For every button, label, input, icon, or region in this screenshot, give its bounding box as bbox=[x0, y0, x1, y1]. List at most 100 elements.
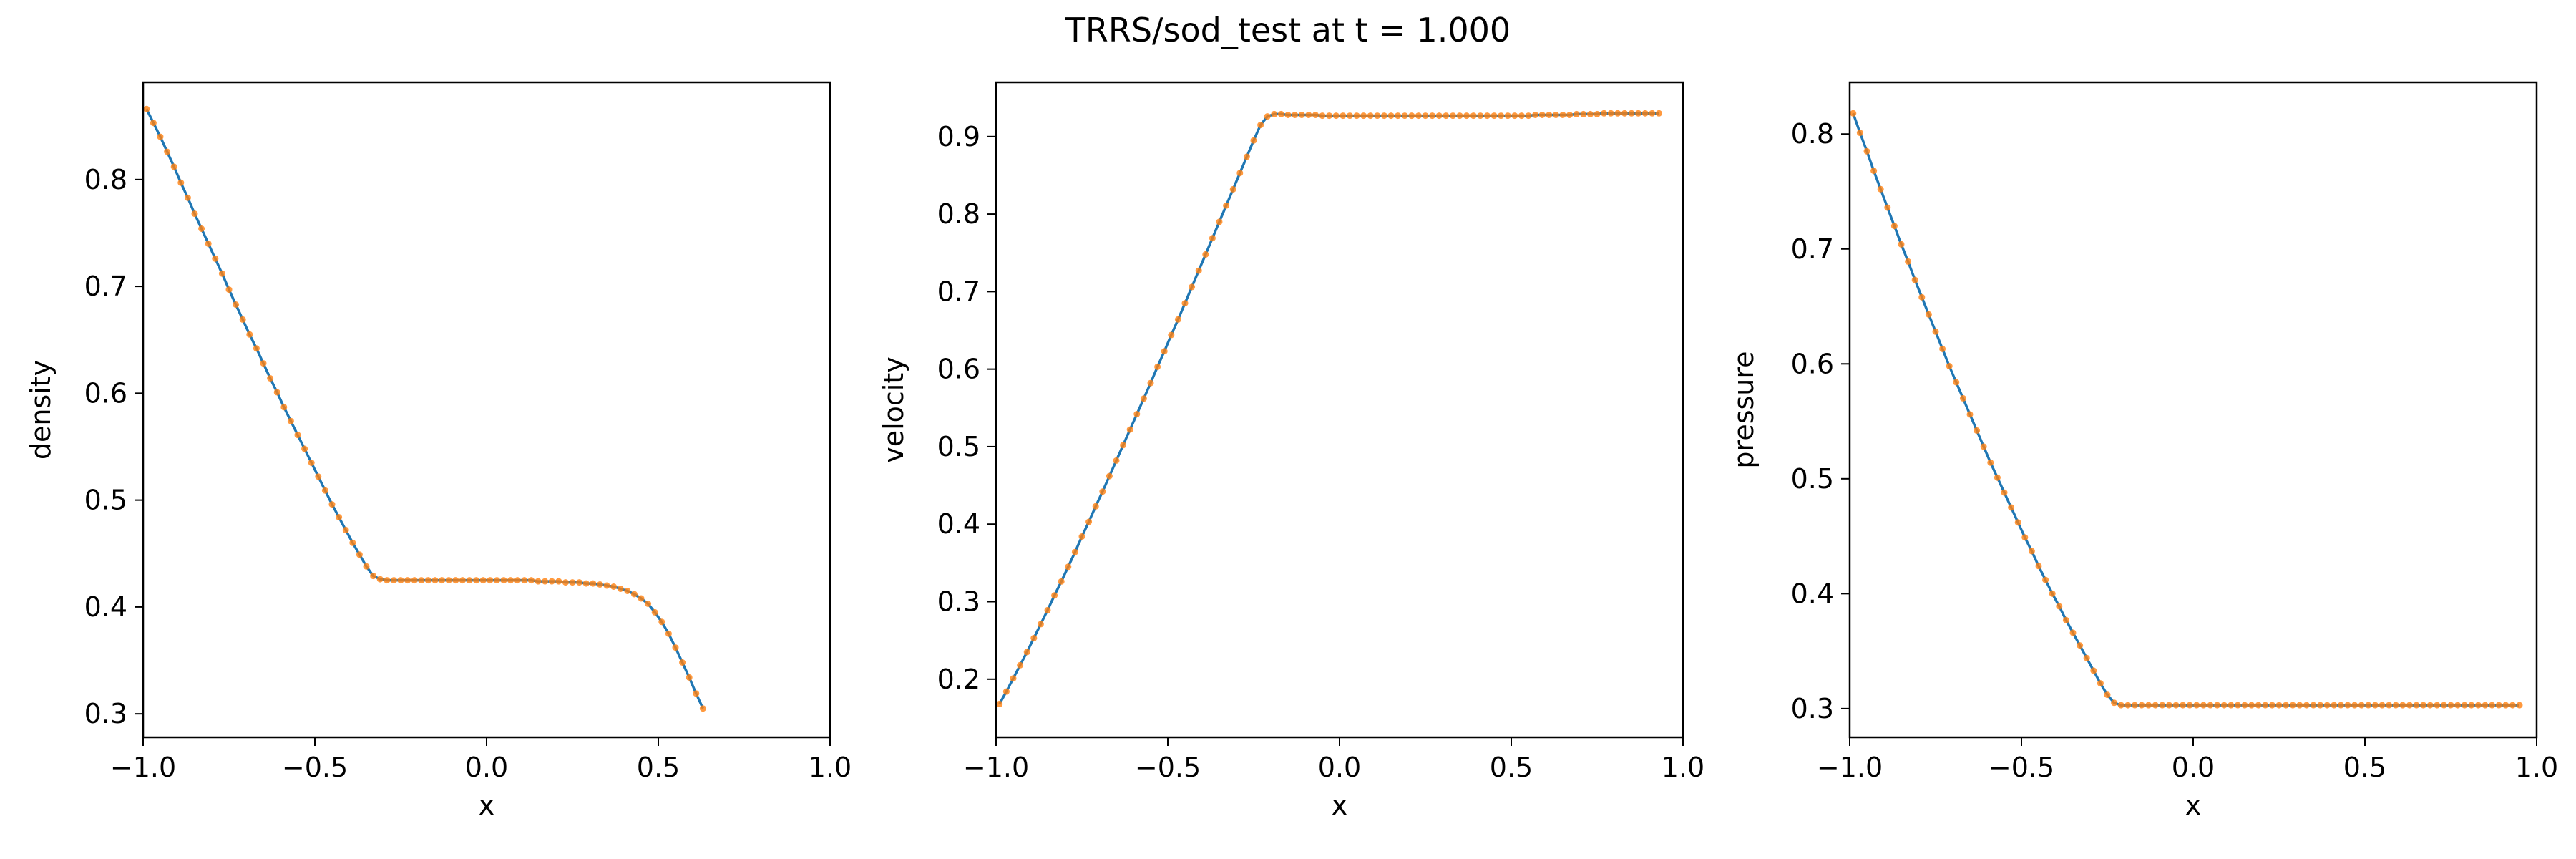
density-point bbox=[439, 577, 446, 584]
density-point bbox=[336, 514, 343, 520]
y-tick-label: 0.4 bbox=[84, 591, 127, 623]
velocity-point bbox=[1641, 110, 1649, 117]
pressure-point bbox=[2426, 702, 2434, 709]
pressure-point bbox=[2495, 702, 2502, 709]
pressure-point bbox=[2111, 699, 2118, 707]
pressure-point bbox=[2283, 702, 2290, 709]
density-point bbox=[177, 179, 185, 186]
x-tick-label: −0.5 bbox=[282, 752, 348, 783]
pressure-point bbox=[1905, 258, 1912, 265]
density-point bbox=[390, 577, 397, 584]
velocity-point bbox=[1092, 503, 1099, 510]
pressure-point bbox=[1877, 185, 1884, 193]
pressure-point bbox=[2062, 616, 2069, 623]
density-point bbox=[418, 577, 425, 584]
density-point bbox=[233, 301, 240, 308]
density-point bbox=[328, 501, 336, 508]
velocity-point bbox=[1449, 112, 1456, 120]
y-tick-label: 0.5 bbox=[1791, 463, 1834, 495]
axes-frame bbox=[995, 81, 1684, 739]
velocity-point bbox=[1271, 110, 1278, 117]
velocity-point bbox=[1580, 110, 1587, 117]
x-tick-label: 0.0 bbox=[465, 752, 508, 783]
velocity-point bbox=[1202, 251, 1209, 258]
axes-frame bbox=[1848, 81, 2538, 739]
pressure-point bbox=[2186, 702, 2193, 709]
pressure-point bbox=[2200, 702, 2207, 709]
density-point bbox=[273, 389, 280, 396]
pressure-point bbox=[2248, 702, 2255, 709]
density-point bbox=[521, 577, 528, 584]
velocity-point bbox=[1429, 112, 1436, 120]
velocity-point bbox=[1065, 563, 1072, 571]
y-tick-label: 0.9 bbox=[937, 121, 980, 152]
density-point bbox=[445, 577, 452, 584]
pressure-point bbox=[2262, 702, 2269, 709]
pressure-point bbox=[2296, 702, 2303, 709]
density-point bbox=[596, 581, 603, 588]
density-point bbox=[630, 591, 638, 598]
density-point bbox=[246, 331, 253, 338]
pressure-point bbox=[2021, 534, 2029, 541]
velocity-point bbox=[1298, 112, 1305, 118]
pressure-point bbox=[1911, 276, 1918, 283]
pressure-point bbox=[2379, 702, 2386, 709]
pressure-point bbox=[2001, 489, 2008, 496]
velocity-point bbox=[1395, 112, 1402, 120]
pressure-point bbox=[1863, 147, 1870, 155]
velocity-point bbox=[1236, 170, 1244, 177]
pressure-point bbox=[2317, 702, 2324, 709]
pressure-point bbox=[2117, 702, 2124, 709]
velocity-point bbox=[1044, 606, 1051, 613]
y-tick-label: 0.4 bbox=[937, 508, 980, 540]
y-axis-label: velocity bbox=[878, 356, 909, 463]
density-point bbox=[315, 473, 322, 480]
x-tick-label: −1.0 bbox=[963, 752, 1029, 783]
density-point bbox=[624, 588, 631, 594]
velocity-point bbox=[1463, 112, 1470, 120]
density-point bbox=[672, 644, 679, 651]
density-point bbox=[356, 551, 363, 558]
pressure-point bbox=[2454, 702, 2462, 709]
pressure-point bbox=[1856, 130, 1863, 137]
pressure-point bbox=[2097, 680, 2104, 687]
velocity-point bbox=[1120, 442, 1127, 449]
velocity-point bbox=[1518, 112, 1525, 120]
velocity-point bbox=[1538, 112, 1546, 118]
pressure-point bbox=[2489, 702, 2496, 709]
pressure-point bbox=[2323, 702, 2331, 709]
pressure-point bbox=[1890, 223, 1898, 230]
velocity-point bbox=[1456, 112, 1463, 120]
density-point bbox=[548, 578, 555, 585]
pressure-point bbox=[2516, 702, 2523, 709]
y-axis-label: density bbox=[25, 360, 57, 460]
density-point bbox=[679, 659, 686, 666]
x-tick-label: 0.0 bbox=[2172, 752, 2215, 783]
pressure-point bbox=[2241, 702, 2248, 709]
pressure-point bbox=[2035, 563, 2042, 570]
velocity-point bbox=[1017, 661, 1024, 669]
pressure-point bbox=[2420, 702, 2427, 709]
pressure-point bbox=[1870, 168, 1878, 175]
velocity-point bbox=[1532, 112, 1539, 118]
pressure-point bbox=[2337, 702, 2344, 709]
velocity-point bbox=[1292, 112, 1299, 118]
velocity-point bbox=[1374, 112, 1381, 120]
pressure-point bbox=[2502, 702, 2509, 709]
density-point bbox=[487, 577, 494, 584]
velocity-point bbox=[1058, 578, 1065, 585]
pressure-point bbox=[2392, 702, 2399, 709]
density-point bbox=[397, 577, 404, 584]
pressure-point bbox=[2049, 590, 2056, 597]
pressure-point bbox=[2303, 702, 2310, 709]
density-point bbox=[376, 576, 384, 583]
pressure-point bbox=[1946, 363, 1953, 369]
density-point bbox=[542, 578, 549, 585]
density-point bbox=[617, 586, 624, 592]
density-point bbox=[493, 577, 500, 584]
pressure-point bbox=[2042, 576, 2049, 583]
density-point bbox=[363, 563, 370, 570]
pressure-point bbox=[1966, 411, 1974, 418]
density-point bbox=[693, 690, 700, 697]
